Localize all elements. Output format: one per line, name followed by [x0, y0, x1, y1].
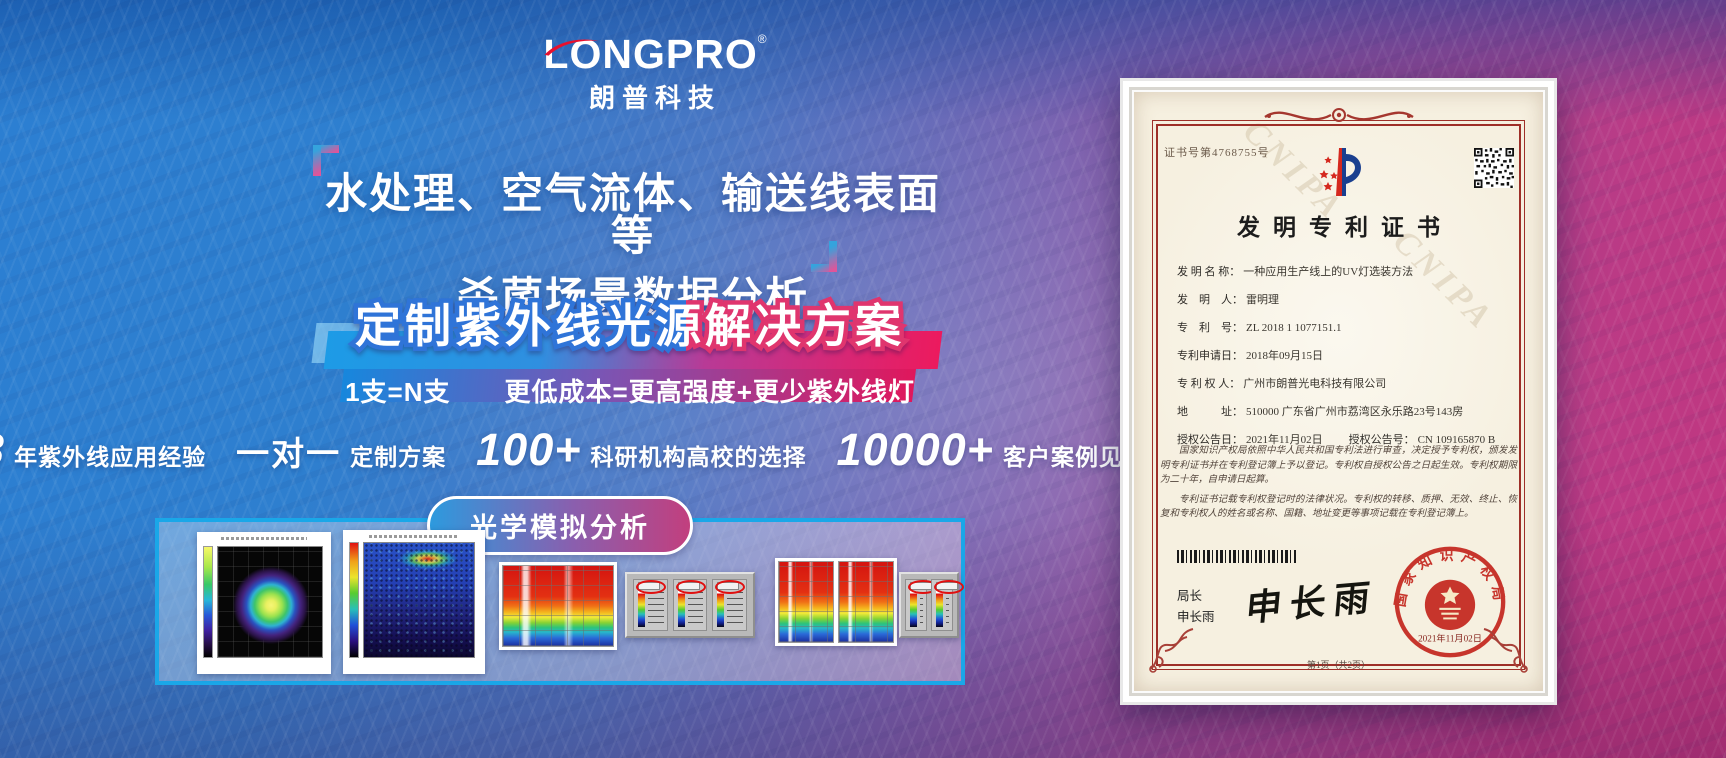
- colorbar-icon: [203, 546, 213, 658]
- irradiance-plot: [217, 546, 323, 658]
- director-block: 局长 申长雨: [1177, 586, 1215, 628]
- seal-date: 2021年11月02日: [1418, 633, 1482, 644]
- banner-title-stroke-blue: 定制紫外线光源解决方案: [351, 296, 905, 355]
- field-application-date: 专利申请日： 2018年09月15日: [1177, 350, 1323, 362]
- stat-value: 一对一: [236, 435, 342, 472]
- certificate-number: 证书号第4768755号: [1164, 147, 1270, 159]
- legend-column: [672, 579, 708, 631]
- barcode: [1177, 550, 1297, 563]
- logo-swoosh-icon: [544, 39, 599, 56]
- field-grant-date: 授权公告日： 2021年11月02日 授权公告号： CN 109165870 B: [1177, 434, 1496, 446]
- certificate-fields: 发 明 名 称： 一种应用生产线上的UV灯选装方法 发 明 人： 雷明理 专 利 号…: [1177, 263, 1517, 459]
- field-address: 地 址： 510000 广东省广州市荔湾区永乐路23号143房: [1177, 406, 1464, 418]
- stat-label: 年紫外线应用经验: [14, 444, 207, 470]
- sim-thumb-legend-panel-3: [625, 572, 755, 638]
- sim-thumb-round-beam: [197, 532, 331, 674]
- stat-label: 定制方案: [350, 444, 447, 470]
- director-label: 局长: [1177, 589, 1203, 603]
- stat-value: 13: [0, 424, 5, 476]
- sim-thumb-falloff-wide: [775, 558, 897, 646]
- simulation-box: 光学模拟分析: [155, 496, 965, 685]
- top-ornament-icon: [1263, 108, 1414, 122]
- irradiance-plot: [363, 542, 475, 658]
- page-indicator: 第1页（共2页）: [1306, 660, 1370, 670]
- director-name: 申长雨: [1177, 610, 1215, 624]
- field-patentee: 专 利 权 人： 广州市朗普光电科技有限公司: [1177, 378, 1387, 390]
- headline-line2: 杀菌场景数据分析: [456, 274, 809, 321]
- banner-title-wrap: 定制紫外线光源解决方案 定制紫外线光源解决方案 定制紫外线光源解决方案: [280, 296, 980, 355]
- stat-value: 100+: [476, 424, 582, 475]
- stat-customers: 10000+ 客户案例见证: [837, 424, 1147, 476]
- legend-column: [712, 579, 748, 631]
- brand-name-cn: 朗普科技: [588, 83, 721, 113]
- field-patent-no: 专 利 号： ZL 2018 1 1077151.1: [1177, 322, 1342, 334]
- certificate-paragraph: 国家知识产权局依照中华人民共和国专利法进行审查，决定授予专利权，颁发发明专利证书…: [1160, 446, 1517, 485]
- official-seal-icon: 国家知识产权局 2021年11月02日: [1393, 546, 1506, 658]
- stat-institutions: 100+ 科研机构高校的选择: [476, 424, 806, 476]
- headline-line1: 水处理、空气流体、输送线表面等: [324, 170, 941, 259]
- sim-thumb-falloff-small: [499, 562, 617, 650]
- falloff-plot: [838, 561, 894, 643]
- stat-experience: 13 年紫外线应用经验: [0, 424, 206, 476]
- registered-mark-icon: ®: [757, 32, 767, 46]
- field-invention-name: 发 明 名 称： 一种应用生产线上的UV灯选装方法: [1177, 266, 1414, 278]
- certificate-body: 国家知识产权局依照中华人民共和国专利法进行审查，决定授予专利权，颁发发明专利证书…: [1160, 444, 1517, 527]
- certificate-paragraph: 专利证书记载专利权登记时的法律状况。专利权的转移、质押、无效、终止、恢复和专利权…: [1160, 494, 1517, 520]
- field-inventor: 发 明 人： 雷明理: [1177, 294, 1279, 306]
- legend-column: [905, 579, 938, 631]
- corner-flourish-icon: [1483, 628, 1528, 673]
- stat-value: 10000+: [836, 424, 994, 475]
- headline: 水处理、空气流体、输送线表面等 杀菌场景数据分析: [313, 145, 953, 319]
- stat-label: 科研机构高校的选择: [590, 444, 807, 470]
- certificate-paper: CNIPA CNIPA 证书号第4768755号: [1134, 92, 1543, 691]
- cnipa-logo-icon: [1319, 148, 1362, 196]
- quote-close-icon: [811, 241, 837, 272]
- stats-row: 13 年紫外线应用经验 一对一 定制方案 100+ 科研机构高校的选择 1000…: [0, 424, 1146, 476]
- falloff-plot: [502, 565, 614, 647]
- stat-one-on-one: 一对一 定制方案: [236, 427, 446, 475]
- brand-logo: LONGPRO® 朗普科技: [540, 32, 770, 115]
- legend-column: [633, 579, 668, 631]
- falloff-plot: [778, 561, 834, 643]
- simulation-title-pill: 光学模拟分析: [427, 496, 693, 555]
- quote-open-icon: [313, 145, 339, 176]
- certificate-title: 发明专利证书: [1237, 215, 1453, 240]
- banner-title: 定制紫外线光源解决方案: [355, 300, 905, 352]
- qr-code-icon: [1474, 148, 1514, 188]
- legend-column: [931, 579, 964, 631]
- patent-certificate-frame: CNIPA CNIPA 证书号第4768755号: [1120, 78, 1557, 705]
- simulation-title: 光学模拟分析: [470, 513, 650, 543]
- banner-subtitle: 1支=N支 更低成本=更高强度+更少紫外线灯: [345, 377, 915, 407]
- sim-thumb-noise-map: [343, 530, 485, 674]
- corner-flourish-icon: [1149, 628, 1194, 673]
- colorbar-icon: [349, 542, 359, 658]
- banner-title-stroke-pink: 定制紫外线光源解决方案: [355, 296, 906, 355]
- sim-thumb-legend-panel-2: [899, 572, 964, 638]
- solution-banner: 定制紫外线光源解决方案 定制紫外线光源解决方案 定制紫外线光源解决方案 1支=N…: [280, 296, 980, 408]
